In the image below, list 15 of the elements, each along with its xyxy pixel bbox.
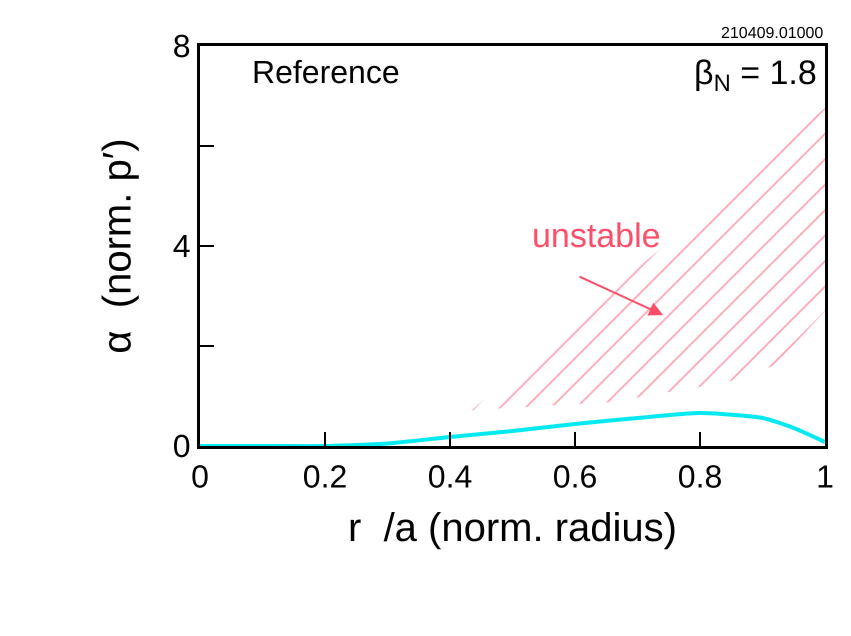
- y-tick-label: 4: [172, 228, 191, 264]
- y-tick-label: 0: [172, 428, 191, 464]
- y-axis-title: α (norm. p′): [95, 138, 140, 354]
- annotation: Reference: [252, 54, 400, 90]
- x-tick-label: 0.2: [302, 458, 348, 494]
- x-tick-label: 1: [816, 458, 834, 494]
- annotation: β$_{N}$ = 1.8: [694, 54, 817, 98]
- annotation: unstable: [532, 217, 661, 255]
- x-tick-label: 0.8: [678, 458, 722, 494]
- text: 210409.01000: [721, 25, 824, 42]
- x-axis-title: r /a (norm. radius): [348, 506, 677, 550]
- x-tick-label: 0.6: [552, 458, 598, 494]
- x-tick-label: 0.4: [428, 458, 472, 494]
- y-tick-label: 8: [172, 28, 191, 64]
- line-series: [200, 411, 825, 446]
